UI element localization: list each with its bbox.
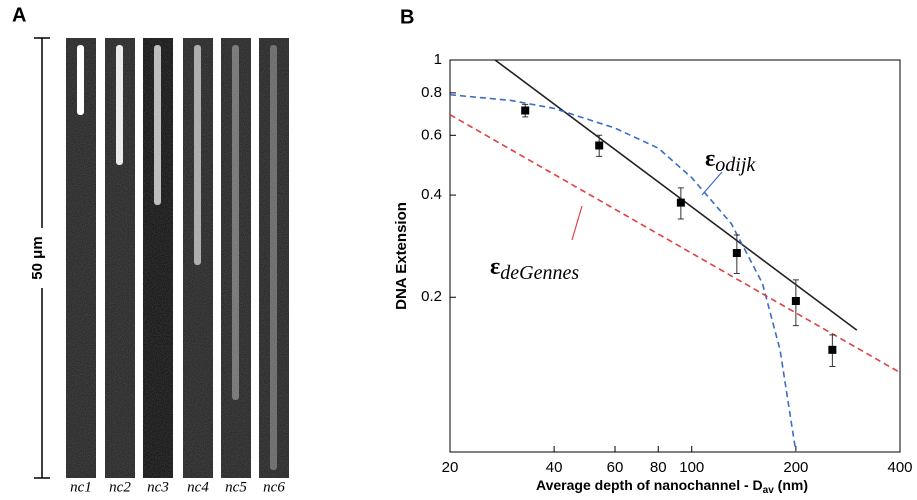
channel-label: nc3 <box>147 479 169 495</box>
data-point <box>521 106 530 115</box>
data-point <box>828 345 837 354</box>
scale-label: 50 μm <box>29 236 46 279</box>
annotation: εdeGennes <box>490 254 579 284</box>
fit-line <box>449 114 901 374</box>
x-tick-label: 60 <box>607 459 624 476</box>
dna-streak <box>194 45 201 265</box>
fit-line <box>449 93 797 453</box>
y-tick-label: 0.4 <box>421 186 442 203</box>
x-tick-label: 40 <box>546 459 563 476</box>
annotation: εodijk <box>705 146 756 176</box>
panel-label: A <box>12 4 26 26</box>
data-point <box>791 296 800 305</box>
plot-frame <box>449 59 901 453</box>
channel-label: nc6 <box>263 479 285 495</box>
x-axis-label: Average depth of nanochannel - Dav (nm) <box>536 477 808 495</box>
data-point <box>676 198 685 207</box>
channel-label: nc2 <box>109 479 131 495</box>
annotation-symbol: ε <box>705 146 715 172</box>
x-tick-label: 200 <box>783 459 808 476</box>
annotation-symbol: ε <box>490 254 500 280</box>
channel-label: nc4 <box>187 479 209 495</box>
channel-noise <box>221 38 251 478</box>
data-point <box>595 141 604 150</box>
dna-streak <box>77 45 84 115</box>
panel-label: B <box>400 6 414 28</box>
dna-streak <box>232 45 239 400</box>
x-tick-label: 100 <box>679 459 704 476</box>
data-point <box>732 249 741 258</box>
x-tick-label: 20 <box>442 459 459 476</box>
annotation-sub: deGennes <box>500 262 579 284</box>
x-tick-label: 80 <box>650 459 667 476</box>
dna-streak <box>154 45 161 205</box>
channel-label: nc1 <box>70 479 92 495</box>
x-tick-label: 400 <box>887 459 912 476</box>
fit-line <box>494 59 858 331</box>
dna-streak <box>270 45 277 470</box>
y-tick-label: 0.6 <box>421 126 442 143</box>
channel-noise <box>259 38 289 478</box>
y-tick-label: 1 <box>434 51 442 68</box>
y-axis-label: DNA Extension <box>393 202 410 310</box>
annotation-leader <box>701 171 723 196</box>
y-tick-label: 0.2 <box>421 288 442 305</box>
dna-streak <box>116 45 123 165</box>
annotation-sub: odijk <box>715 154 756 176</box>
annotation-leader <box>571 205 583 241</box>
channel-label: nc5 <box>225 479 247 495</box>
y-tick-label: 0.8 <box>421 84 442 101</box>
